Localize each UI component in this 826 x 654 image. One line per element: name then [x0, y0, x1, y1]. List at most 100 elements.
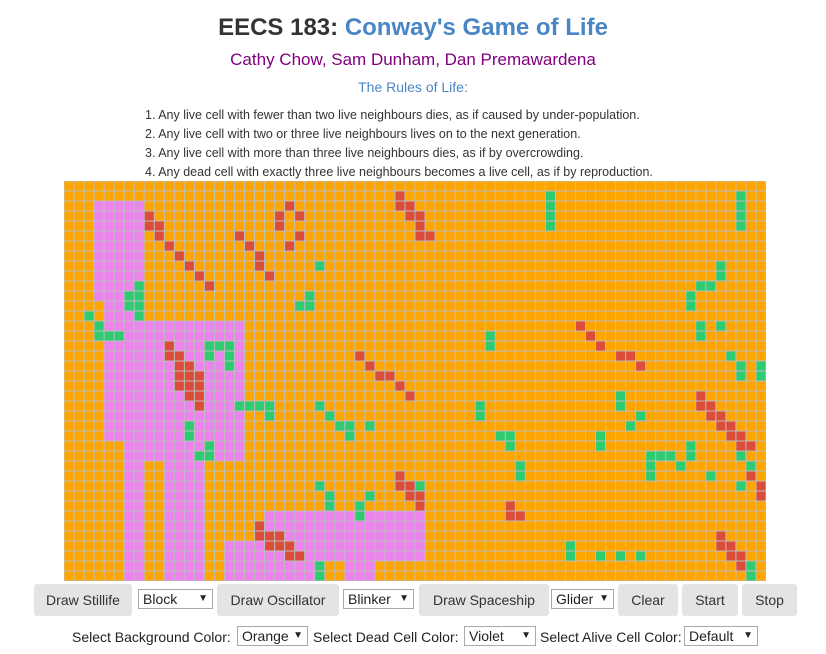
cell[interactable]: [355, 551, 365, 561]
cell[interactable]: [104, 281, 114, 291]
cell[interactable]: [74, 401, 84, 411]
cell[interactable]: [475, 201, 485, 211]
cell[interactable]: [345, 251, 355, 261]
cell[interactable]: [545, 471, 555, 481]
cell[interactable]: [606, 381, 616, 391]
cell[interactable]: [174, 541, 184, 551]
cell[interactable]: [485, 271, 495, 281]
cell[interactable]: [405, 371, 415, 381]
cell[interactable]: [295, 241, 305, 251]
cell[interactable]: [124, 561, 134, 571]
cell[interactable]: [124, 251, 134, 261]
cell[interactable]: [144, 431, 154, 441]
cell[interactable]: [706, 211, 716, 221]
cell[interactable]: [134, 431, 144, 441]
cell[interactable]: [114, 431, 124, 441]
cell[interactable]: [505, 571, 515, 581]
cell[interactable]: [505, 261, 515, 271]
cell[interactable]: [565, 311, 575, 321]
cell[interactable]: [545, 241, 555, 251]
cell[interactable]: [154, 481, 164, 491]
cell[interactable]: [335, 281, 345, 291]
cell[interactable]: [74, 261, 84, 271]
cell[interactable]: [144, 251, 154, 261]
cell[interactable]: [134, 311, 144, 321]
cell[interactable]: [696, 531, 706, 541]
cell[interactable]: [124, 291, 134, 301]
cell[interactable]: [265, 481, 275, 491]
cell[interactable]: [495, 211, 505, 221]
cell[interactable]: [285, 351, 295, 361]
cell[interactable]: [555, 551, 565, 561]
cell[interactable]: [285, 201, 295, 211]
cell[interactable]: [234, 381, 245, 391]
cell[interactable]: [295, 471, 305, 481]
cell[interactable]: [425, 381, 435, 391]
cell[interactable]: [295, 341, 305, 351]
cell[interactable]: [214, 521, 224, 531]
alive-cell-color-select[interactable]: Default ▼: [684, 626, 758, 646]
cell[interactable]: [565, 411, 575, 421]
cell[interactable]: [736, 341, 746, 351]
cell[interactable]: [355, 541, 365, 551]
cell[interactable]: [736, 471, 746, 481]
cell[interactable]: [646, 211, 656, 221]
cell[interactable]: [375, 441, 385, 451]
cell[interactable]: [114, 531, 124, 541]
cell[interactable]: [736, 391, 746, 401]
cell[interactable]: [435, 231, 445, 241]
cell[interactable]: [315, 221, 325, 231]
cell[interactable]: [375, 201, 385, 211]
cell[interactable]: [585, 191, 596, 201]
cell[interactable]: [285, 451, 295, 461]
cell[interactable]: [585, 531, 596, 541]
cell[interactable]: [104, 301, 114, 311]
cell[interactable]: [606, 521, 616, 531]
cell[interactable]: [435, 401, 445, 411]
cell[interactable]: [325, 481, 335, 491]
cell[interactable]: [104, 421, 114, 431]
cell[interactable]: [164, 361, 174, 371]
cell[interactable]: [545, 341, 555, 351]
cell[interactable]: [405, 431, 415, 441]
cell[interactable]: [345, 461, 355, 471]
cell[interactable]: [245, 571, 255, 581]
cell[interactable]: [626, 561, 636, 571]
cell[interactable]: [656, 461, 666, 471]
cell[interactable]: [455, 571, 465, 581]
cell[interactable]: [204, 341, 214, 351]
cell[interactable]: [646, 351, 656, 361]
cell[interactable]: [706, 561, 716, 571]
cell[interactable]: [335, 311, 345, 321]
cell[interactable]: [535, 361, 545, 371]
cell[interactable]: [485, 421, 495, 431]
cell[interactable]: [104, 191, 114, 201]
cell[interactable]: [345, 531, 355, 541]
cell[interactable]: [295, 451, 305, 461]
cell[interactable]: [646, 461, 656, 471]
cell[interactable]: [756, 281, 766, 291]
cell[interactable]: [154, 321, 164, 331]
cell[interactable]: [124, 401, 134, 411]
cell[interactable]: [265, 541, 275, 551]
cell[interactable]: [305, 521, 315, 531]
cell[interactable]: [585, 501, 596, 511]
cell[interactable]: [64, 291, 74, 301]
cell[interactable]: [194, 421, 204, 431]
cell[interactable]: [104, 391, 114, 401]
cell[interactable]: [395, 481, 405, 491]
cell[interactable]: [164, 301, 174, 311]
oscillator-select[interactable]: Blinker ▼: [343, 589, 414, 609]
cell[interactable]: [596, 271, 606, 281]
cell[interactable]: [676, 371, 686, 381]
cell[interactable]: [535, 261, 545, 271]
cell[interactable]: [445, 551, 455, 561]
cell[interactable]: [435, 431, 445, 441]
cell[interactable]: [114, 361, 124, 371]
cell[interactable]: [415, 191, 425, 201]
cell[interactable]: [184, 321, 194, 331]
cell[interactable]: [305, 531, 315, 541]
cell[interactable]: [285, 431, 295, 441]
cell[interactable]: [636, 261, 646, 271]
cell[interactable]: [355, 381, 365, 391]
